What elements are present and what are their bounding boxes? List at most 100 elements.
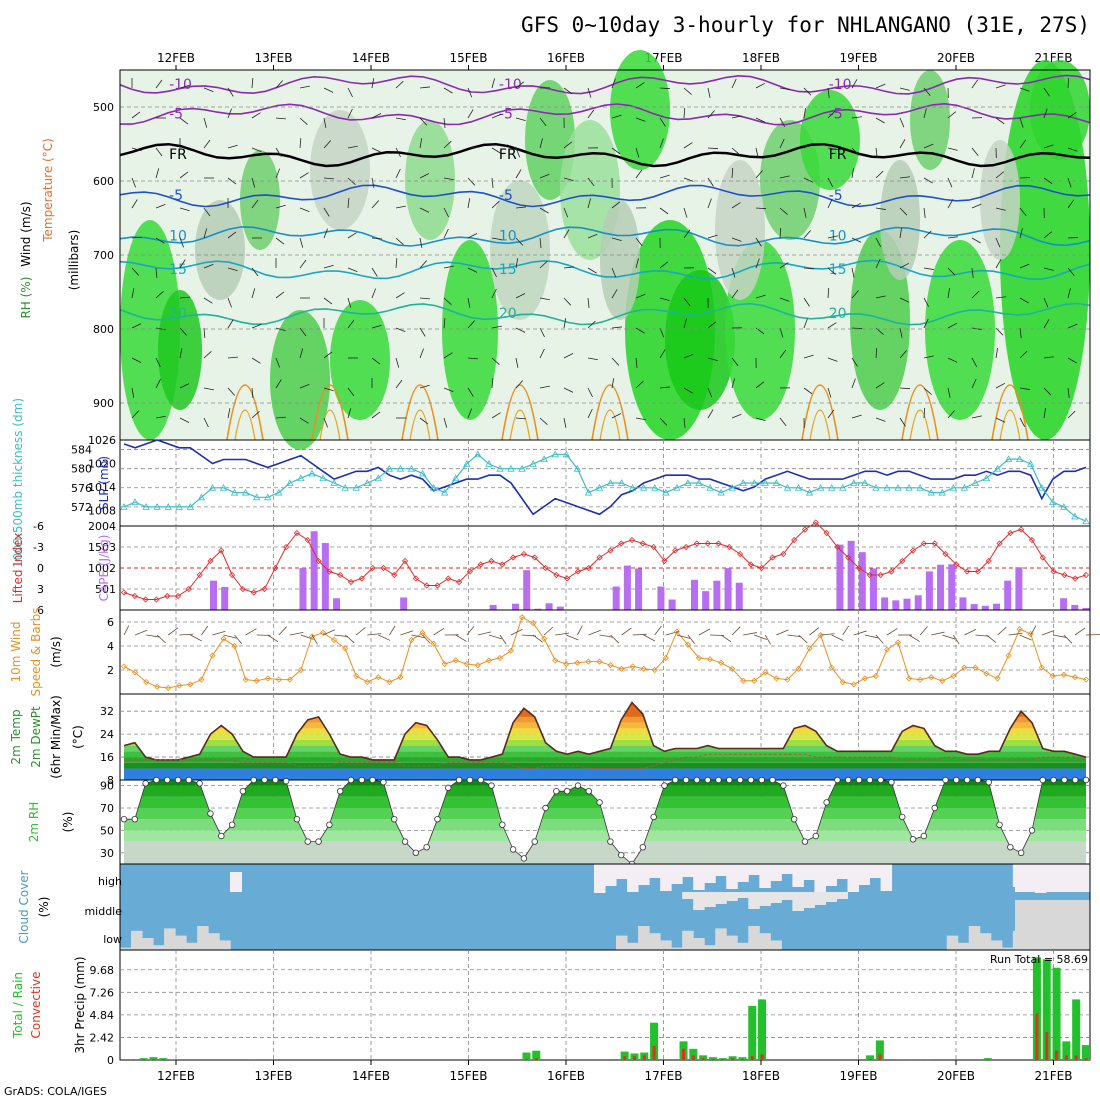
lifted-index-point xyxy=(304,536,311,544)
wind-barb xyxy=(443,87,453,94)
wind-barb xyxy=(275,416,286,419)
wind-barb xyxy=(1019,117,1024,128)
wind-barb xyxy=(179,327,187,336)
lifted-index-point xyxy=(672,547,679,554)
rh-point xyxy=(563,788,571,795)
rh-color-band xyxy=(124,785,1086,797)
thickness-point xyxy=(153,503,161,510)
y-tick-label: 1008 xyxy=(88,504,116,517)
wind-barb xyxy=(1067,387,1070,398)
y-tick-label: -6 xyxy=(33,520,44,533)
wind-speed-point xyxy=(939,677,946,684)
precip-convective-bar xyxy=(711,1059,715,1060)
wind-barb xyxy=(123,625,130,636)
rh-point xyxy=(682,776,690,784)
wind-barb xyxy=(731,115,742,119)
temp-color-band xyxy=(124,716,1086,723)
wind-barb xyxy=(923,87,931,97)
y-tick-label: 50 xyxy=(100,824,114,837)
lifted-index-point xyxy=(628,536,636,544)
cape-bar xyxy=(881,597,889,610)
wind-barb xyxy=(1043,108,1048,119)
thickness-point xyxy=(474,450,482,458)
wind-speed-point xyxy=(308,633,316,640)
thickness-point xyxy=(883,483,891,491)
wind-speed-point xyxy=(828,664,835,671)
cloud-cell xyxy=(847,864,860,892)
wind-barb xyxy=(477,631,492,636)
cape-bar xyxy=(209,580,217,610)
y-tick-label: 2.42 xyxy=(90,1031,115,1044)
wind-barb xyxy=(683,353,694,359)
wind-barb xyxy=(779,175,790,179)
top-date-axis: 12FEB 13FEB 14FEB 15FEB 16FEB 17FEB 18FEB 19FEB… xyxy=(157,51,1073,70)
wind-barb xyxy=(227,87,234,97)
wind-barb xyxy=(179,633,194,636)
thickness-point xyxy=(949,483,957,491)
wind-barb xyxy=(731,167,734,179)
wind-barb xyxy=(731,289,739,299)
wind-label: Wind (m/s) xyxy=(19,201,33,266)
precip-total-bar xyxy=(924,1059,933,1060)
wind-barb xyxy=(466,626,475,636)
temperature-contour-line xyxy=(311,384,349,441)
wind-barb xyxy=(899,297,910,303)
wind-barb xyxy=(908,634,920,642)
wind-speed-point xyxy=(607,662,614,669)
wind-barb xyxy=(1067,323,1078,329)
contour-label: FR xyxy=(169,147,187,163)
wind-speed-point xyxy=(364,678,371,686)
cloud-cell xyxy=(671,947,683,950)
rh-shading-region xyxy=(610,50,670,170)
wind-barb xyxy=(203,117,208,128)
wind-barb xyxy=(203,264,214,269)
thickness-point xyxy=(1060,503,1068,510)
rh-point xyxy=(1071,776,1079,784)
dewpt-label: 2m DewPt xyxy=(29,706,43,768)
wind-barb xyxy=(344,634,355,643)
lifted-index-point xyxy=(196,571,203,579)
wind-barb xyxy=(635,169,643,179)
lifted-index-point xyxy=(585,564,592,572)
temperature-contour-line xyxy=(119,184,1091,208)
cape-bar xyxy=(534,608,542,610)
cape-bar xyxy=(668,599,676,610)
wind-barb xyxy=(947,111,957,119)
wind-speed-point xyxy=(928,674,935,681)
wind-speed-point xyxy=(264,675,271,682)
cloud-cell xyxy=(737,892,749,898)
thickness-point xyxy=(208,483,217,491)
wind-speed-point xyxy=(718,659,725,666)
wind-barb xyxy=(467,198,471,209)
wind-barb xyxy=(155,168,160,179)
wind-barb xyxy=(1052,634,1067,638)
lifted-index-point xyxy=(542,564,549,572)
lifted-index-point xyxy=(466,568,473,575)
wind-barb xyxy=(731,237,742,242)
wind-speed-point xyxy=(507,647,515,654)
wind-barb xyxy=(683,87,692,95)
contour-label: 15 xyxy=(829,262,847,278)
precip-total-bar xyxy=(895,1059,904,1060)
thickness-point xyxy=(253,493,261,501)
rh-point xyxy=(336,788,344,795)
wind-speed-point xyxy=(496,654,504,662)
cloud-cover-panel: high middle low Cloud Cover (%) xyxy=(17,863,1091,951)
lifted-index-point xyxy=(477,561,484,568)
wind-speed-point xyxy=(386,678,393,686)
wind-barb xyxy=(203,417,209,428)
wind-barb xyxy=(875,170,884,179)
lifted-index-point xyxy=(531,554,538,561)
wind-speed-point xyxy=(331,636,338,644)
wind-barb xyxy=(931,631,945,636)
wind-barb xyxy=(539,348,545,359)
wind-speed-point xyxy=(1005,652,1012,659)
wind-barb xyxy=(395,205,406,209)
rh-point xyxy=(790,816,798,823)
lifted-index-point xyxy=(996,540,1003,547)
wind-barb xyxy=(610,634,620,644)
lifted-index-point xyxy=(499,561,506,568)
wind-barb xyxy=(179,383,190,389)
lifted-index-point xyxy=(456,578,463,586)
cloud-cell xyxy=(1015,900,1090,950)
